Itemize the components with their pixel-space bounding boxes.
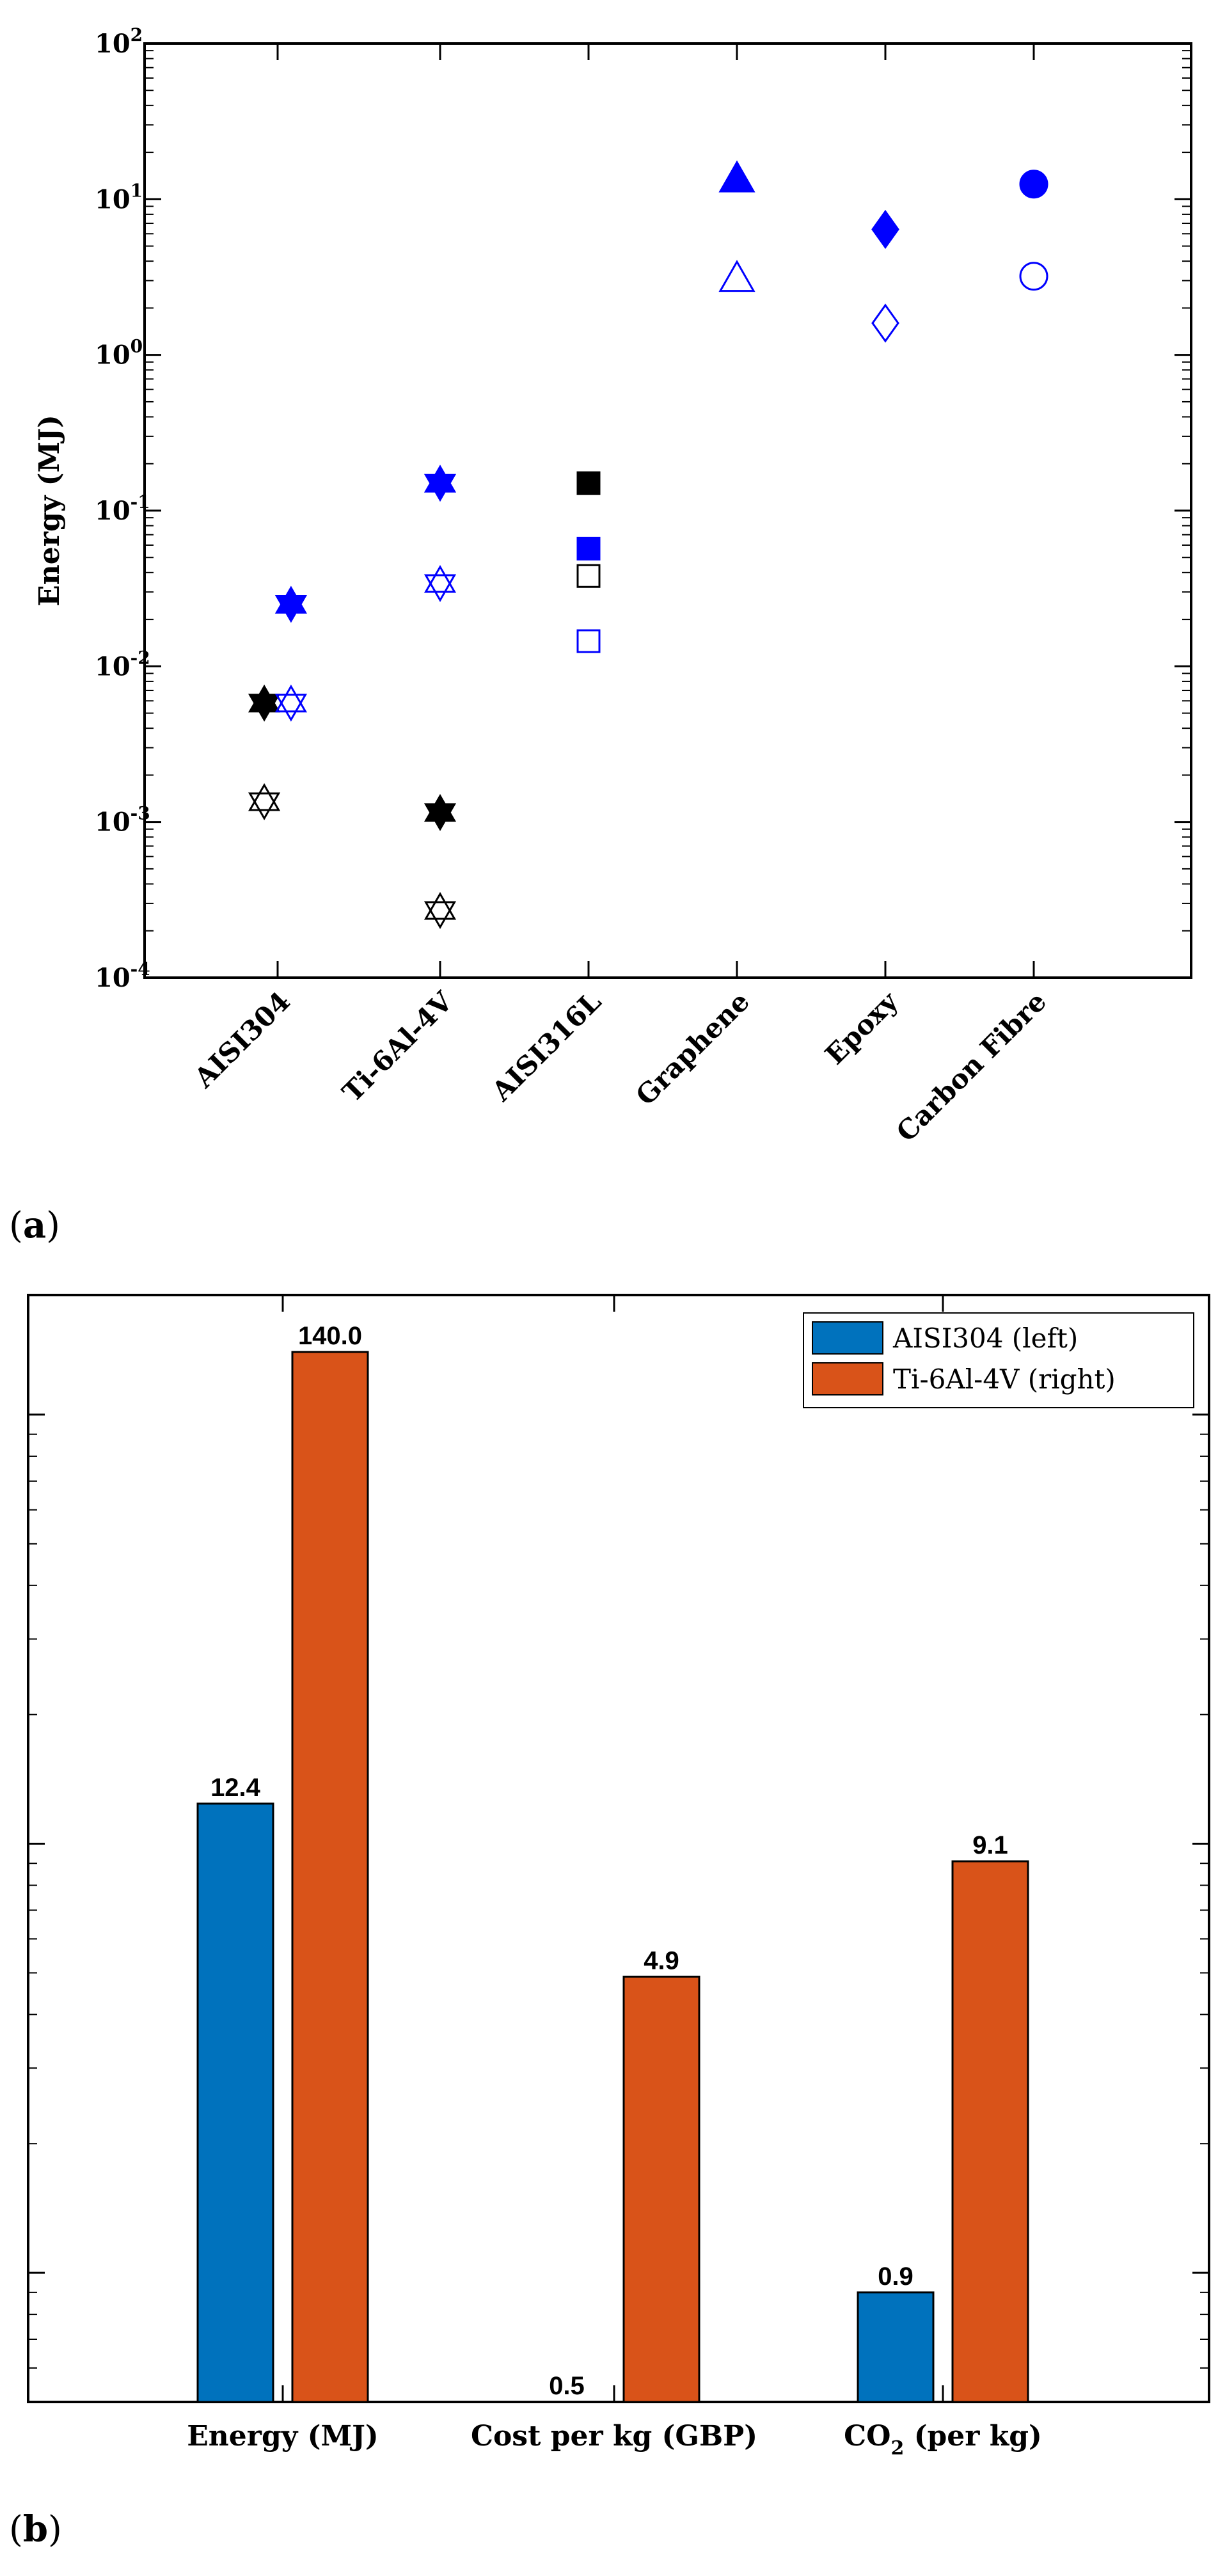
legend-swatch-ti6al4v — [812, 1362, 883, 1395]
aisi316l-black-open-square-point — [576, 564, 601, 588]
energy-mj-aisi304-bar — [196, 1802, 274, 2403]
carbon-fibre-blue-filled-circle-point — [1019, 170, 1048, 199]
x-category-label: Energy (MJ) — [187, 2420, 379, 2453]
panel-a-y-axis: 10-4 10-3 10-2 10-1 100 101 102 — [95, 24, 1191, 993]
x-category-label: CO2 (per kg) — [844, 2420, 1042, 2460]
panel-a-y-axis-label: Energy (MJ) — [33, 415, 66, 607]
panel-b-label: (b) — [9, 2508, 62, 2550]
x-tick-label: AISI316L — [486, 985, 608, 1108]
co2-per-kg-ti6al4v-bar — [951, 1860, 1029, 2403]
legend-swatch-aisi304 — [812, 1321, 883, 1355]
x-category-label: Cost per kg (GBP) — [471, 2420, 757, 2453]
co2-per-kg-aisi304-bar — [857, 2291, 935, 2403]
aisi316l-black-filled-square-point — [576, 471, 601, 495]
energy-mj-aisi304-value-label: 12.4 — [210, 1774, 261, 1802]
aisi304-black-filled-hexagram-point — [248, 684, 281, 722]
y-tick-label: 101 — [95, 180, 143, 214]
carbon-fibre-blue-open-circle-point — [1019, 262, 1048, 291]
panel-a-data-points — [248, 160, 1048, 930]
aisi316l-blue-filled-square-point — [576, 536, 601, 561]
ti-6al-4v-blue-filled-hexagram-point — [423, 465, 457, 502]
graphene-blue-filled-triangle-point — [718, 160, 755, 193]
co2-per-kg-aisi304-value-label: 0.9 — [878, 2262, 913, 2291]
y-tick-label: 100 — [95, 336, 143, 370]
legend: AISI304 (left) Ti-6Al-4V (right) — [803, 1312, 1194, 1408]
x-tick-label: Carbon Fibre — [890, 985, 1052, 1147]
x-tick-label: AISI304 — [187, 985, 296, 1094]
panel-a-scatter-chart: 10-4 10-3 10-2 10-1 100 101 102 AISI304 Ti-6Al-… — [33, 24, 1192, 1148]
panel-b-bar-chart: 12.4 140.0 0.5 4.9 0.9 9.1 Energy (MJ) Cost pe… — [27, 1294, 1210, 2460]
ti-6al-4v-blue-open-hexagram-point — [423, 564, 457, 603]
cost-per-kg-gbp-ti6al4v-value-label: 4.9 — [644, 1946, 679, 1975]
panel-b-y-axis — [28, 1413, 1209, 2403]
graphene-blue-open-triangle-point — [718, 260, 755, 292]
aisi304-blue-open-hexagram-point — [274, 684, 307, 722]
y-tick-label: 10-2 — [95, 647, 150, 681]
aisi304-blue-filled-hexagram-point — [274, 585, 307, 623]
cost-per-kg-gbp-aisi304-value-label: 0.5 — [549, 2372, 585, 2400]
panel-b-x-axis: Energy (MJ) Cost per kg (GBP) CO2 (per kg) — [187, 1295, 1042, 2460]
x-tick-label: Graphene — [629, 985, 755, 1111]
aisi316l-blue-open-square-point — [576, 629, 601, 653]
y-tick-label: 10-4 — [95, 958, 150, 993]
y-tick-label: 102 — [95, 24, 143, 59]
cost-per-kg-gbp-ti6al4v-bar — [622, 1975, 700, 2403]
legend-label-aisi304: AISI304 (left) — [892, 1323, 1078, 1354]
epoxy-blue-filled-diamond-point — [871, 209, 899, 250]
panel-a-plot-frame — [143, 42, 1192, 979]
ti-6al-4v-black-open-hexagram-point — [423, 891, 457, 930]
panel-a-label: (a) — [9, 1204, 60, 1246]
x-tick-label: Epoxy — [819, 985, 905, 1070]
y-tick-label: 10-3 — [95, 803, 150, 838]
x-tick-label: Ti-6Al-4V — [336, 985, 459, 1108]
energy-mj-ti6al4v-value-label: 140.0 — [298, 1322, 362, 1350]
panel-b-bars: 12.4 140.0 0.5 4.9 0.9 9.1 — [196, 1322, 1029, 2403]
legend-label-ti6al4v: Ti-6Al-4V (right) — [893, 1364, 1116, 1395]
epoxy-blue-open-diamond-point — [871, 303, 899, 343]
y-tick-label: 10-1 — [95, 491, 150, 526]
energy-mj-ti6al4v-bar — [291, 1351, 369, 2403]
co2-per-kg-ti6al4v-value-label: 9.1 — [972, 1831, 1008, 1859]
aisi304-black-open-hexagram-point — [248, 783, 281, 821]
ti-6al-4v-black-filled-hexagram-point — [423, 793, 457, 831]
